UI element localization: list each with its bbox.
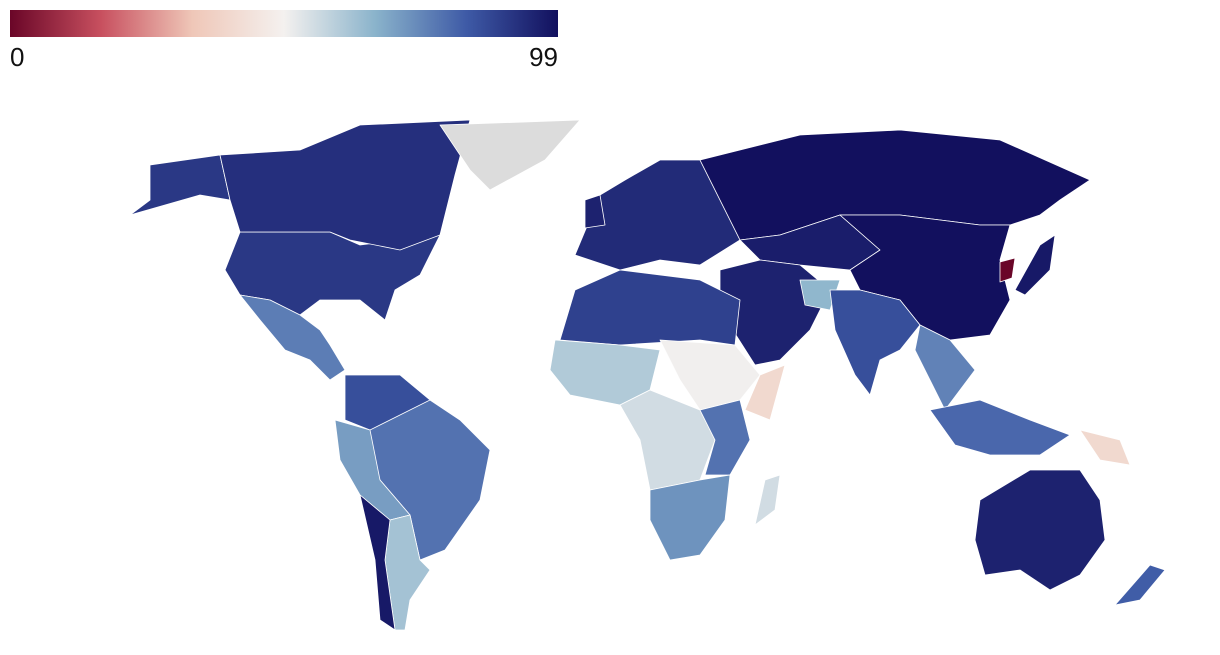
region	[659, 339, 761, 411]
region	[929, 399, 1071, 456]
colorbar-tick-label: 0	[10, 42, 24, 72]
colorbar: 0 99	[10, 10, 558, 72]
region	[359, 494, 396, 631]
region	[559, 269, 741, 346]
region	[914, 324, 976, 411]
colorbar-tick-label: 99	[529, 42, 558, 72]
region	[649, 474, 731, 561]
region	[839, 214, 1011, 341]
regions	[129, 119, 1166, 631]
region	[799, 279, 841, 311]
region	[754, 474, 781, 526]
region	[974, 469, 1106, 591]
region	[744, 364, 786, 421]
region	[1079, 429, 1131, 466]
region	[584, 194, 606, 229]
colorbar-gradient	[10, 10, 558, 37]
region	[1014, 234, 1056, 296]
region	[619, 389, 716, 491]
region	[239, 294, 346, 381]
region	[829, 289, 921, 396]
region	[439, 119, 581, 191]
region	[999, 257, 1016, 283]
region	[1114, 564, 1166, 606]
region	[219, 119, 471, 251]
